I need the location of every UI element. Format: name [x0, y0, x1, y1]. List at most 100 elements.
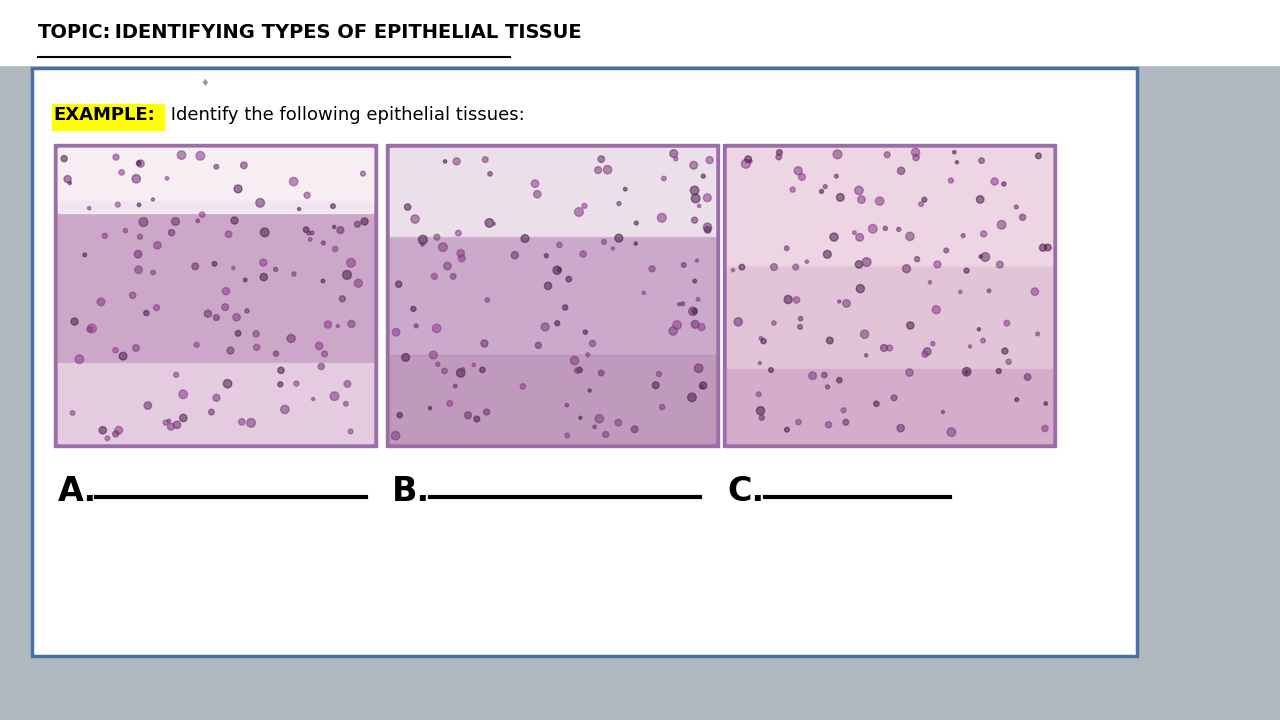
- Circle shape: [68, 181, 72, 184]
- Circle shape: [1015, 397, 1019, 402]
- Circle shape: [582, 203, 588, 208]
- Circle shape: [701, 174, 705, 178]
- Bar: [727, 369, 1052, 443]
- Circle shape: [1042, 426, 1048, 432]
- Circle shape: [133, 345, 140, 351]
- Circle shape: [799, 316, 803, 321]
- Circle shape: [442, 368, 447, 374]
- Bar: [727, 148, 1052, 266]
- Circle shape: [564, 433, 570, 438]
- Circle shape: [659, 405, 664, 410]
- Circle shape: [836, 194, 844, 201]
- Circle shape: [274, 351, 279, 356]
- Circle shape: [520, 384, 526, 390]
- Circle shape: [876, 197, 883, 205]
- Circle shape: [137, 160, 145, 167]
- Circle shape: [952, 150, 956, 154]
- Circle shape: [457, 369, 465, 377]
- Circle shape: [243, 278, 247, 282]
- Circle shape: [344, 381, 351, 387]
- Circle shape: [823, 251, 831, 258]
- Circle shape: [837, 377, 842, 383]
- Circle shape: [1006, 359, 1011, 364]
- Circle shape: [635, 221, 639, 225]
- Bar: [52, 104, 164, 130]
- Bar: [390, 354, 716, 443]
- Circle shape: [897, 424, 905, 432]
- Circle shape: [169, 230, 174, 235]
- Circle shape: [919, 202, 923, 207]
- Circle shape: [842, 300, 850, 307]
- Circle shape: [1002, 182, 1006, 186]
- Circle shape: [827, 337, 833, 344]
- Bar: [387, 144, 719, 447]
- Circle shape: [911, 148, 920, 156]
- Circle shape: [826, 385, 829, 389]
- Circle shape: [959, 290, 963, 294]
- Circle shape: [700, 382, 707, 389]
- Circle shape: [1039, 244, 1047, 251]
- Circle shape: [922, 197, 927, 202]
- Circle shape: [305, 192, 310, 198]
- Text: EXAMPLE:: EXAMPLE:: [52, 106, 155, 124]
- Circle shape: [579, 416, 582, 419]
- Circle shape: [224, 379, 232, 388]
- Circle shape: [453, 158, 460, 165]
- Circle shape: [595, 167, 602, 174]
- Circle shape: [1044, 402, 1047, 405]
- Circle shape: [230, 217, 238, 224]
- Circle shape: [493, 222, 495, 225]
- Circle shape: [580, 251, 586, 257]
- Circle shape: [906, 369, 913, 376]
- Circle shape: [310, 231, 314, 235]
- Circle shape: [315, 342, 323, 350]
- Circle shape: [756, 407, 764, 415]
- Circle shape: [586, 353, 590, 356]
- Circle shape: [355, 221, 361, 228]
- Circle shape: [759, 336, 763, 340]
- Circle shape: [484, 409, 489, 415]
- Circle shape: [977, 196, 984, 203]
- Circle shape: [996, 369, 1001, 374]
- Circle shape: [681, 263, 686, 267]
- Circle shape: [347, 258, 356, 267]
- Circle shape: [402, 354, 410, 361]
- Circle shape: [307, 231, 311, 235]
- Circle shape: [137, 234, 142, 239]
- Circle shape: [223, 287, 229, 294]
- Circle shape: [472, 363, 475, 366]
- Circle shape: [634, 242, 637, 246]
- Text: A.: A.: [58, 475, 97, 508]
- Circle shape: [855, 261, 863, 268]
- Circle shape: [856, 284, 864, 293]
- Circle shape: [321, 241, 325, 245]
- Circle shape: [577, 367, 582, 373]
- Circle shape: [113, 154, 119, 160]
- Circle shape: [772, 321, 776, 325]
- Circle shape: [595, 415, 604, 423]
- Circle shape: [1019, 214, 1025, 220]
- Circle shape: [923, 348, 931, 356]
- Circle shape: [794, 167, 803, 175]
- Circle shape: [731, 269, 735, 272]
- Circle shape: [852, 231, 856, 235]
- Circle shape: [280, 405, 289, 413]
- Circle shape: [777, 150, 782, 156]
- Circle shape: [129, 292, 136, 299]
- Circle shape: [891, 395, 897, 401]
- Circle shape: [575, 207, 584, 217]
- Circle shape: [1036, 332, 1039, 336]
- Circle shape: [177, 151, 186, 159]
- Circle shape: [681, 302, 685, 306]
- Circle shape: [833, 150, 842, 158]
- Bar: [32, 68, 1137, 656]
- Circle shape: [361, 218, 369, 225]
- Circle shape: [557, 268, 562, 272]
- Circle shape: [1036, 153, 1041, 158]
- Circle shape: [961, 234, 965, 238]
- Circle shape: [99, 427, 106, 434]
- Circle shape: [330, 204, 335, 209]
- Circle shape: [700, 385, 704, 389]
- Bar: [0, 0, 1280, 65]
- Circle shape: [151, 198, 155, 201]
